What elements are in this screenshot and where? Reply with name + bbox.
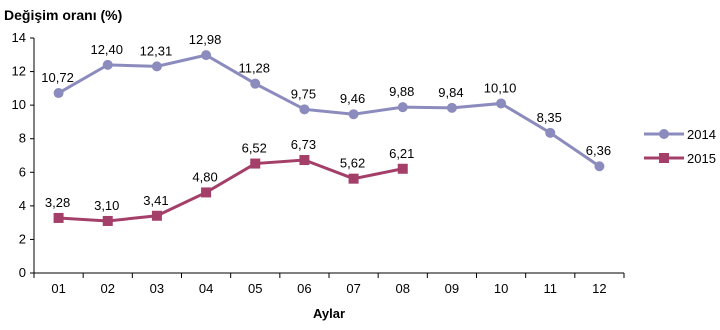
x-tick-label: 09	[445, 281, 459, 296]
data-point-2015	[53, 212, 64, 223]
data-point-2015	[348, 173, 359, 184]
data-point-2014	[250, 78, 261, 89]
data-label-2014: 12,31	[140, 43, 173, 58]
data-label-2014: 10,10	[484, 80, 517, 95]
legend: 2014 2015	[644, 127, 716, 166]
data-label-2014: 10,72	[41, 70, 74, 85]
data-label-2014: 9,46	[340, 91, 365, 106]
y-tick-label: 12	[12, 64, 26, 79]
data-label-2014: 9,84	[438, 85, 463, 100]
y-tick-label: 2	[19, 231, 26, 246]
legend-marker-2014	[659, 129, 669, 139]
data-labels: 10,72 12,40 12,31 12,98 11,28 9,75 9,46 9,88 9,8…	[41, 32, 611, 213]
x-axis-title: Aylar	[313, 306, 345, 321]
series-line-2015	[58, 158, 404, 223]
data-label-2015: 5,62	[340, 156, 365, 171]
x-tick-label: 03	[150, 281, 164, 296]
data-label-2014: 12,40	[90, 42, 123, 57]
x-tick-label: 05	[248, 281, 262, 296]
y-tick-label: 8	[19, 131, 26, 146]
data-point-2014	[348, 109, 359, 120]
legend-label-2015: 2015	[687, 151, 716, 166]
data-label-2014: 8,35	[537, 110, 562, 125]
x-tick-label: 11	[544, 281, 558, 296]
data-point-2014	[151, 61, 162, 72]
chart-title: Değişim oranı (%)	[4, 7, 122, 23]
x-tick-label: 10	[494, 281, 508, 296]
data-point-2014	[299, 104, 310, 115]
data-point-2015	[299, 155, 310, 166]
y-tick-label: 6	[19, 164, 26, 179]
data-point-2014	[545, 127, 556, 138]
data-label-2014: 9,75	[291, 86, 316, 101]
data-label-2014: 12,98	[189, 32, 222, 47]
legend-label-2014: 2014	[687, 127, 716, 142]
data-point-2015	[397, 163, 408, 174]
y-tick-label: 14	[12, 30, 26, 45]
data-point-2015	[201, 187, 212, 198]
data-point-2014	[102, 59, 113, 70]
x-tick-label: 01	[51, 281, 65, 296]
data-label-2014: 11,28	[238, 61, 270, 76]
data-label-2015: 3,28	[45, 195, 70, 210]
data-label-2015: 6,21	[389, 146, 414, 161]
x-tick-label: 02	[101, 281, 115, 296]
data-label-2015: 3,10	[94, 198, 119, 213]
data-point-2014	[446, 102, 457, 113]
x-tick-label: 07	[346, 281, 360, 296]
series-line-2014	[57, 53, 601, 168]
x-tick-label: 04	[199, 281, 213, 296]
y-tick-label: 4	[19, 198, 26, 213]
series-layer	[53, 50, 605, 226]
x-tick-label: 08	[396, 281, 410, 296]
data-point-2015	[151, 210, 162, 221]
data-label-2015: 6,73	[291, 137, 316, 152]
data-point-2015	[102, 215, 113, 226]
legend-marker-2015	[659, 153, 669, 163]
data-label-2014: 9,88	[389, 84, 414, 99]
data-point-2014	[53, 88, 64, 99]
data-point-2014	[496, 98, 507, 109]
data-label-2015: 3,41	[143, 193, 168, 208]
x-tick-label: 06	[297, 281, 311, 296]
data-label-2015: 6,52	[242, 141, 267, 156]
data-label-2015: 4,80	[192, 169, 217, 184]
data-point-2014	[594, 161, 605, 172]
data-point-2015	[250, 158, 261, 169]
y-tick-label: 10	[12, 97, 26, 112]
y-tick-label: 0	[19, 265, 26, 280]
data-point-2014	[397, 102, 408, 113]
x-tick-label: 12	[592, 281, 606, 296]
data-label-2014: 6,36	[586, 143, 611, 158]
data-point-2014	[201, 50, 212, 61]
